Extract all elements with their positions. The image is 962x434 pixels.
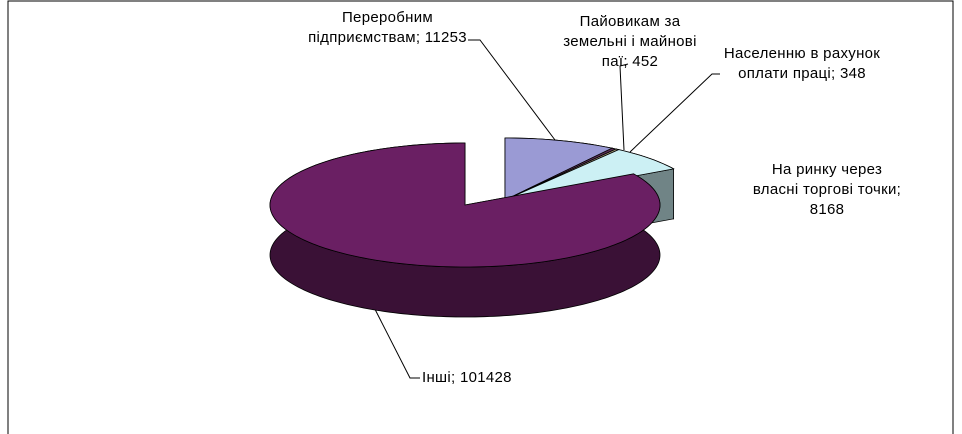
pie-slice xyxy=(504,149,675,201)
data-label: Населенню в рахунок оплати праці; 348 xyxy=(723,45,881,82)
pie-slice xyxy=(504,137,614,201)
frame xyxy=(7,0,954,434)
leader-line xyxy=(468,39,556,141)
leader-line xyxy=(629,73,720,153)
leader-line xyxy=(619,63,629,151)
data-label: Переробним підприємствам; 11253 xyxy=(308,9,467,46)
pie-slice xyxy=(269,142,661,268)
data-label: Інші; 101428 xyxy=(422,369,512,386)
data-label: Пайовикам за земельні і майнові паї; 452 xyxy=(563,13,697,70)
data-label: На ринку через власні торгові точки; 816… xyxy=(752,161,902,218)
